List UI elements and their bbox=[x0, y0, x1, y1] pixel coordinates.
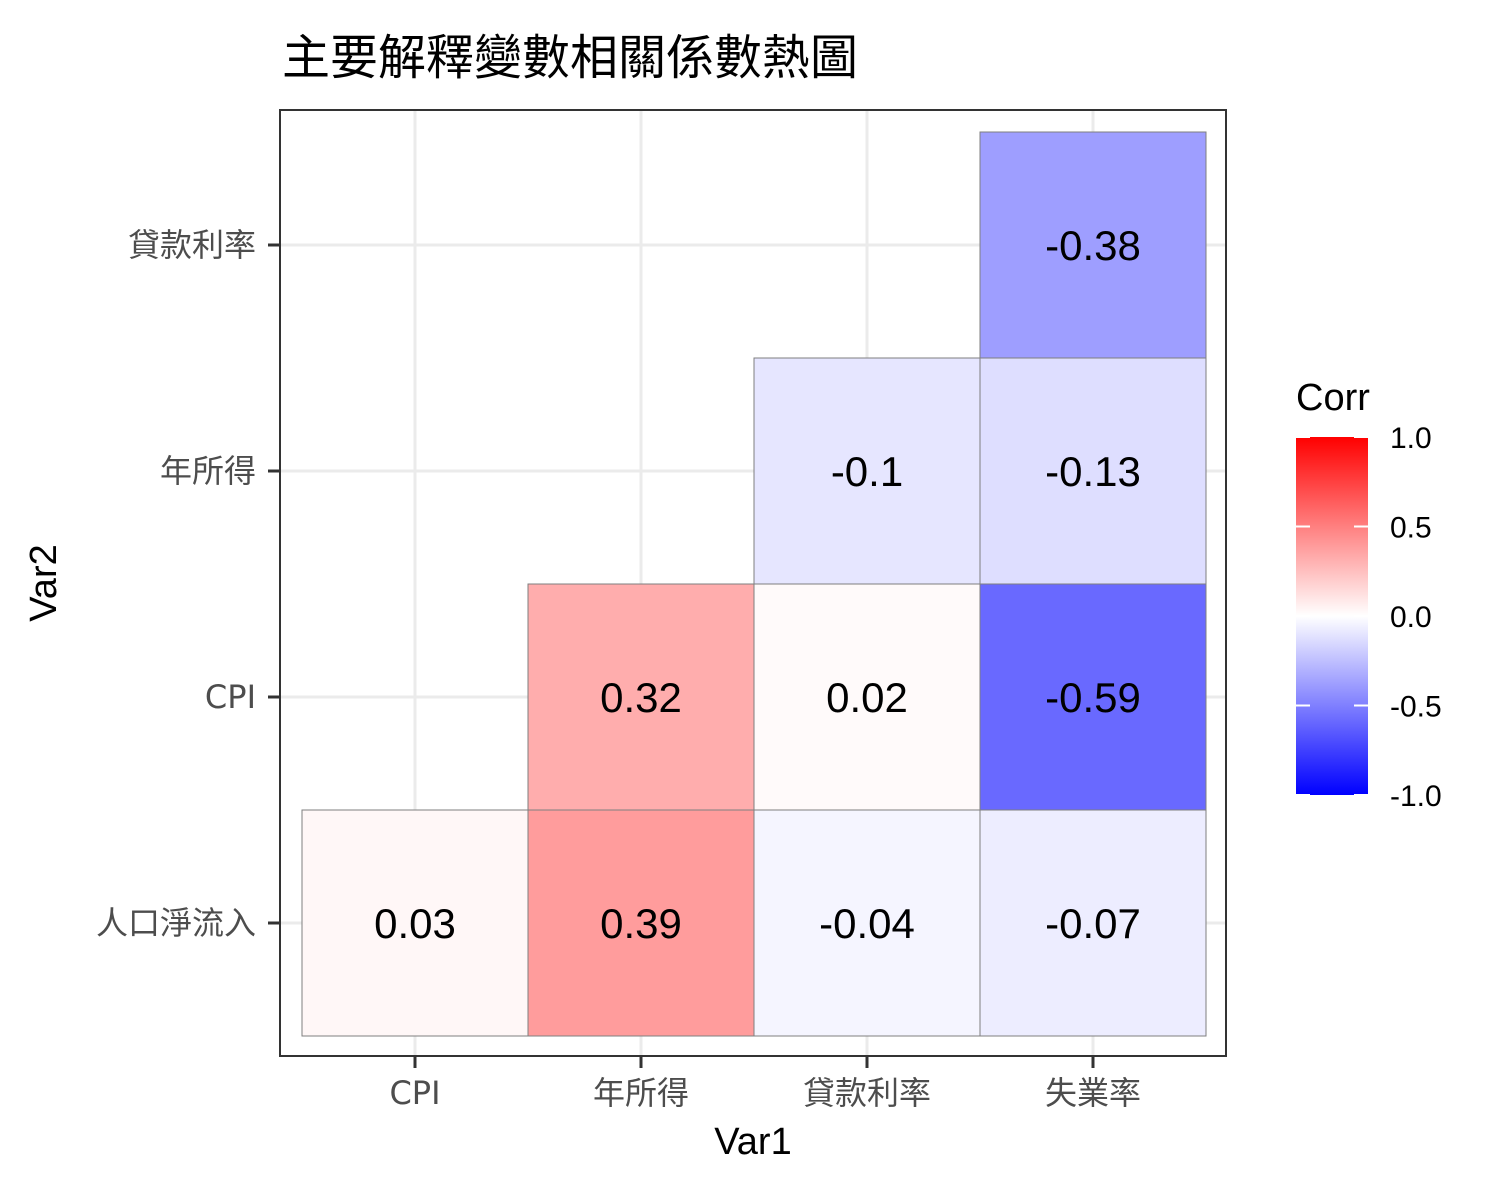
legend-tick-label: -0.5 bbox=[1390, 691, 1442, 724]
cell-value-label: 0.39 bbox=[600, 900, 682, 947]
cell-value-label: 0.03 bbox=[374, 900, 456, 947]
chart-title: 主要解釋變數相關係數熱圖 bbox=[282, 30, 858, 86]
cell-value-label: -0.59 bbox=[1045, 674, 1141, 721]
legend-title: Corr bbox=[1296, 377, 1370, 419]
heatmap-cell bbox=[979, 809, 1207, 1037]
heatmap-cell bbox=[753, 809, 981, 1037]
x-tick-label: 失業率 bbox=[1045, 1074, 1141, 1112]
y-tick-label: 人口淨流入 bbox=[96, 904, 256, 942]
heatmap-cell bbox=[979, 131, 1207, 359]
heatmap-cell bbox=[527, 809, 755, 1037]
legend-tick-label: 1.0 bbox=[1390, 422, 1432, 455]
legend-tick-label: 0.5 bbox=[1390, 512, 1432, 545]
cell-value-label: -0.13 bbox=[1045, 448, 1141, 495]
cell-value-label: 0.32 bbox=[600, 674, 682, 721]
cell-value-label: -0.1 bbox=[831, 448, 903, 495]
x-axis: CPI 年所得 貸款利率 失業率 bbox=[389, 1056, 1141, 1112]
cell-value-label: -0.38 bbox=[1045, 222, 1141, 269]
legend-tick-label: 0.0 bbox=[1390, 601, 1432, 634]
legend-tick-label: -1.0 bbox=[1390, 780, 1442, 813]
x-tick-label: CPI bbox=[389, 1074, 440, 1112]
heatmap-cell-labels: 0.03 0.39 -0.04 -0.07 0.32 0.02 -0.59 -0.1 -0.13… bbox=[374, 222, 1141, 947]
heatmap-cell bbox=[301, 809, 529, 1037]
x-tick-label: 貸款利率 bbox=[803, 1074, 931, 1112]
color-legend: Corr 1.0 0.5 0.0 -0.5 -1.0 bbox=[1296, 377, 1442, 813]
cell-value-label: -0.07 bbox=[1045, 900, 1141, 947]
heatmap-cell bbox=[527, 583, 755, 811]
cell-value-label: 0.02 bbox=[826, 674, 908, 721]
y-tick-label: 年所得 bbox=[160, 452, 256, 490]
heatmap-cell bbox=[979, 583, 1207, 811]
y-axis-title: Var2 bbox=[23, 544, 65, 621]
heatmap-cell bbox=[753, 583, 981, 811]
y-tick-label: 貸款利率 bbox=[128, 226, 256, 264]
x-tick-label: 年所得 bbox=[593, 1074, 689, 1112]
heatmap-cell bbox=[979, 357, 1207, 585]
plot-border bbox=[279, 109, 1227, 1057]
y-axis: 人口淨流入 CPI 年所得 貸款利率 bbox=[96, 226, 280, 942]
x-axis-title: Var1 bbox=[714, 1121, 791, 1163]
heatmap-cells bbox=[301, 131, 1207, 1037]
y-tick-label: CPI bbox=[205, 678, 256, 716]
cell-value-label: -0.04 bbox=[819, 900, 915, 947]
